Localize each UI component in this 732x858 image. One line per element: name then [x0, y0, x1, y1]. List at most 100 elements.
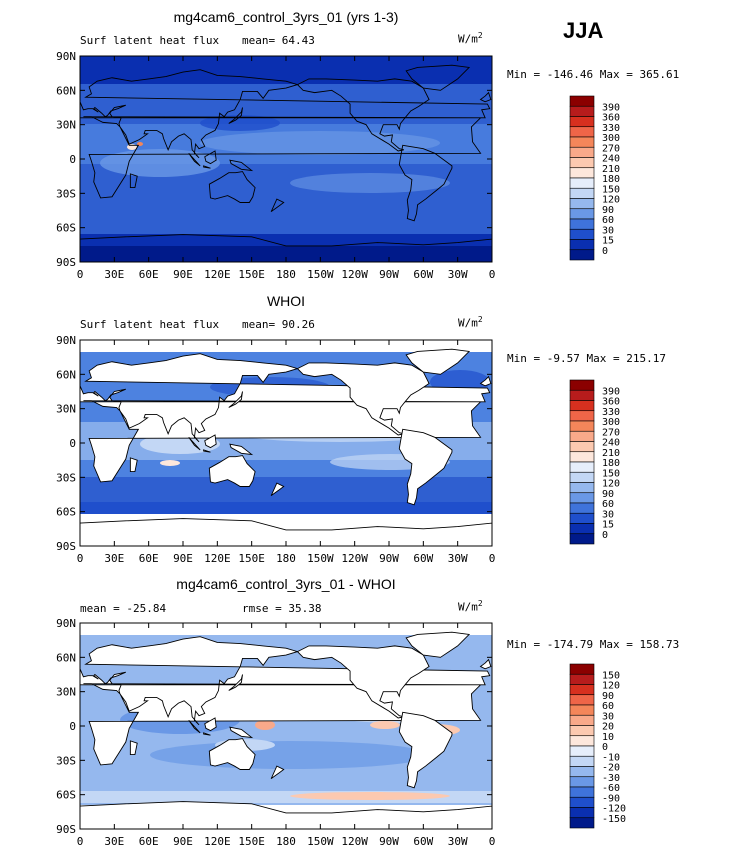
y-tick-label: 60S	[56, 789, 76, 802]
x-tick-label: 120W	[341, 552, 368, 565]
x-tick-label: 30W	[448, 552, 468, 565]
panel-1-field	[80, 56, 492, 262]
x-tick-label: 60W	[413, 835, 433, 848]
panel-2-title: WHOI	[266, 293, 306, 309]
x-tick-label: 150W	[307, 268, 334, 281]
colorbar-swatch	[569, 116, 595, 128]
coastline-12	[479, 658, 492, 670]
panel-2-colorbar: 390 360 330 300 270 240 210 180 150 120 90 60 30 15 0	[568, 378, 628, 553]
coastline-11	[129, 457, 138, 473]
coastline-8	[204, 717, 217, 732]
x-tick-label: 60E	[139, 835, 159, 848]
y-tick-label: 30N	[56, 686, 76, 699]
colorbar-swatch	[569, 228, 595, 240]
x-tick-label: 0	[489, 268, 496, 281]
colorbar-label: 30	[602, 509, 614, 520]
x-tick-label: 90W	[379, 552, 399, 565]
colorbar-label: 360	[602, 397, 620, 408]
y-tick-label: 90N	[56, 50, 76, 63]
coastline-7	[203, 449, 211, 453]
y-tick-label: 90N	[56, 617, 76, 630]
colorbar-label: 210	[602, 448, 620, 459]
coastline-11	[129, 740, 138, 756]
x-tick-label: 180	[276, 552, 296, 565]
x-tick-label: 0	[489, 835, 496, 848]
colorbar-swatch	[569, 533, 595, 545]
panel-2-units: W/m2	[458, 315, 483, 330]
colorbar-swatch	[569, 694, 595, 706]
colorbar-label: 0	[602, 742, 608, 753]
colorbar-label: 120	[602, 681, 620, 692]
colorbar-label: 150	[602, 670, 620, 681]
x-tick-label: 60W	[413, 268, 433, 281]
coastline-7	[203, 732, 211, 736]
coastline-3	[398, 144, 453, 222]
coastline-9	[229, 726, 254, 739]
coastline-9	[229, 443, 254, 456]
colorbar-label: 150	[602, 468, 620, 479]
y-tick-label: 30S	[56, 471, 76, 484]
x-tick-label: 0	[77, 552, 84, 565]
y-tick-label: 0	[69, 153, 76, 166]
colorbar-label: 300	[602, 133, 620, 144]
panel-1-units: W/m2	[458, 31, 483, 46]
colorbar-swatch	[569, 807, 595, 819]
colorbar-label: 90	[602, 489, 614, 500]
colorbar-swatch	[569, 684, 595, 696]
panel-2-stat: mean= 90.26	[242, 318, 315, 331]
colorbar-label: -60	[602, 783, 620, 794]
x-tick-label: 150E	[238, 552, 265, 565]
y-tick-label: 60S	[56, 222, 76, 235]
colorbar-swatch	[569, 512, 595, 524]
coastline-6	[188, 436, 201, 451]
coastline-4	[405, 631, 471, 658]
colorbar-label: 330	[602, 123, 620, 134]
colorbar-swatch	[569, 786, 595, 798]
colorbar-label: -10	[602, 752, 620, 763]
panel-2-land	[79, 348, 493, 547]
panel-3-stat: rmse = 35.38	[242, 602, 322, 615]
panel-1-stat: mean= 64.43	[242, 34, 315, 47]
colorbar-swatch	[569, 673, 595, 685]
colorbar-swatch	[569, 218, 595, 230]
x-tick-label: 0	[77, 268, 84, 281]
coastline-0	[79, 353, 491, 483]
colorbar-label: 150	[602, 184, 620, 195]
colorbar-swatch	[569, 157, 595, 169]
coastline-9	[229, 159, 254, 172]
coastline-8	[204, 434, 217, 449]
x-tick-label: 60W	[413, 552, 433, 565]
panel-1-left-label: Surf latent heat flux	[80, 34, 220, 47]
coastline-13	[270, 482, 285, 497]
y-tick-label: 30N	[56, 119, 76, 132]
panel-3-minmax: Min = -174.79 Max = 158.73	[507, 638, 680, 651]
colorbar-label: 20	[602, 722, 614, 733]
panel-3-title: mg4cam6_control_3yrs_01 - WHOI	[176, 576, 396, 592]
x-tick-label: 120W	[341, 268, 368, 281]
colorbar-swatch	[569, 136, 595, 148]
colorbar-swatch	[569, 441, 595, 453]
y-tick-label: 30S	[56, 754, 76, 767]
x-tick-label: 30E	[104, 268, 124, 281]
colorbar-label: 300	[602, 417, 620, 428]
y-tick-label: 30N	[56, 403, 76, 416]
colorbar-label: -30	[602, 773, 620, 784]
x-tick-label: 90E	[173, 552, 193, 565]
colorbar-swatch	[569, 817, 595, 829]
x-tick-label: 90E	[173, 268, 193, 281]
colorbar-swatch	[569, 105, 595, 117]
colorbar-label: 330	[602, 407, 620, 418]
coastline-0	[79, 69, 491, 199]
panel-3-land	[79, 631, 493, 830]
colorbar-swatch	[569, 461, 595, 473]
colorbar-swatch	[569, 249, 595, 261]
x-tick-label: 90W	[379, 268, 399, 281]
y-tick-label: 60S	[56, 506, 76, 519]
y-tick-label: 0	[69, 437, 76, 450]
x-tick-label: 150E	[238, 268, 265, 281]
colorbar-label: 240	[602, 154, 620, 165]
